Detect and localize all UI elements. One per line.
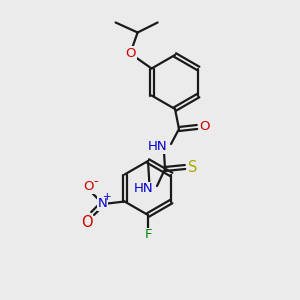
Text: F: F xyxy=(144,229,152,242)
Text: N: N xyxy=(98,197,107,210)
Text: -: - xyxy=(93,175,98,188)
Text: HN: HN xyxy=(147,140,167,154)
Text: S: S xyxy=(188,160,198,175)
Text: O: O xyxy=(83,180,94,193)
Text: +: + xyxy=(103,193,112,202)
Text: O: O xyxy=(125,47,136,60)
Text: O: O xyxy=(81,215,92,230)
Text: HN: HN xyxy=(134,182,153,196)
Text: O: O xyxy=(200,121,210,134)
